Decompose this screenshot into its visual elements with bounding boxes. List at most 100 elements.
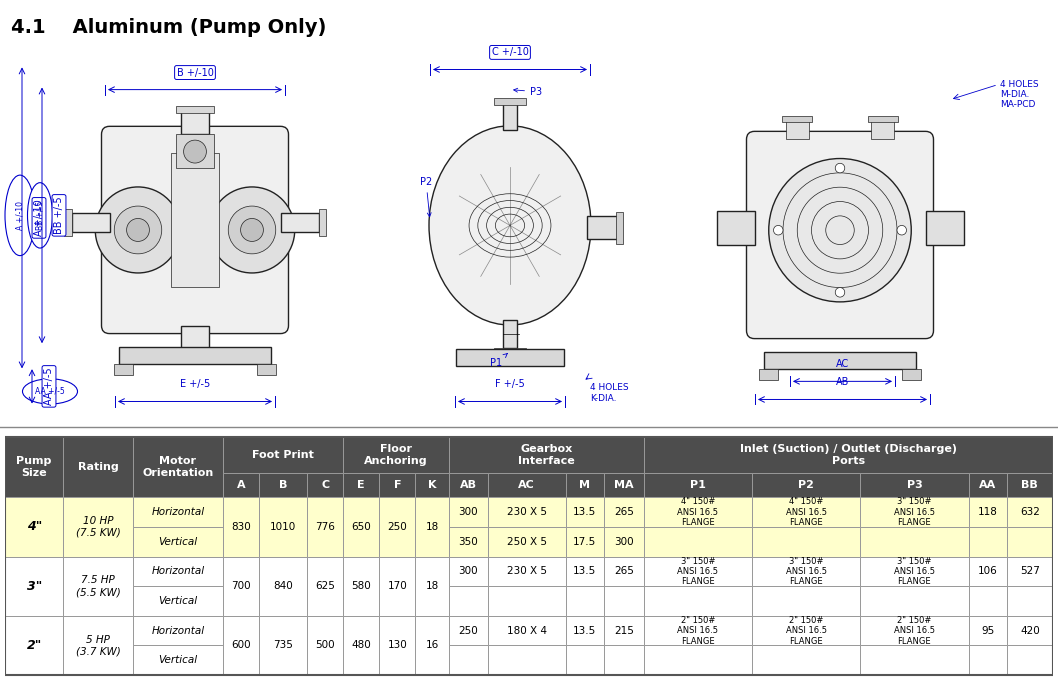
Bar [968,473,1007,497]
Bar [488,497,566,527]
Text: 18: 18 [425,581,439,591]
Text: 180 X 4: 180 X 4 [507,626,547,636]
FancyBboxPatch shape [102,126,289,334]
Text: 735: 735 [273,641,293,651]
Circle shape [184,140,206,163]
Text: 420: 420 [1020,626,1040,636]
Text: K: K [427,480,437,490]
Bar [223,437,343,473]
Bar [318,209,326,236]
Bar [343,616,379,675]
Bar [132,586,223,616]
Text: E +/-5: E +/-5 [180,379,211,390]
Bar [494,98,526,105]
Text: 4 HOLES
K-DIA.: 4 HOLES K-DIA. [590,384,628,403]
Bar [604,586,644,616]
Text: 4" 150#
ANSI 16.5
FLANGE: 4" 150# ANSI 16.5 FLANGE [677,497,718,527]
Text: 13.5: 13.5 [573,626,597,636]
Bar [416,473,449,497]
Text: 170: 170 [387,581,407,591]
Bar [416,497,449,557]
Text: BB: BB [1021,480,1038,490]
Bar [223,557,259,616]
Bar [5,497,63,557]
Text: 106: 106 [978,566,998,577]
Bar [379,616,416,675]
Text: F +/-5: F +/-5 [495,379,525,390]
Bar [566,527,604,557]
Text: 625: 625 [315,581,335,591]
Bar [132,497,223,527]
Circle shape [769,158,911,302]
Text: Vertical: Vertical [159,537,198,547]
Text: Motor
Orientation: Motor Orientation [142,456,214,478]
Text: 215: 215 [614,626,634,636]
Bar [488,473,566,497]
Bar [752,527,860,557]
Bar [449,473,488,497]
Text: 2" 150#
ANSI 16.5
FLANGE: 2" 150# ANSI 16.5 FLANGE [894,615,935,645]
Text: Vertical: Vertical [159,596,198,606]
Bar [752,586,860,616]
Bar [752,497,860,527]
Text: 300: 300 [458,507,478,517]
Text: 265: 265 [614,566,634,577]
Bar [644,527,752,557]
Bar [171,154,219,287]
Text: 17.5: 17.5 [573,537,597,547]
Text: 250: 250 [387,522,407,532]
Text: MA: MA [615,480,634,490]
Bar [132,437,223,497]
Text: 3" 150#
ANSI 16.5
FLANGE: 3" 150# ANSI 16.5 FLANGE [894,497,935,527]
Circle shape [773,226,783,235]
Text: Inlet (Suction) / Outlet (Discharge)
Ports: Inlet (Suction) / Outlet (Discharge) Por… [740,444,956,466]
Bar [259,616,307,675]
Bar [5,437,63,497]
Bar [5,616,63,675]
Text: 1010: 1010 [270,522,296,532]
Bar [752,473,860,497]
Text: 7.5 HP
(5.5 KW): 7.5 HP (5.5 KW) [75,575,121,597]
Bar [1007,645,1053,675]
Text: BB +/-5: BB +/-5 [54,197,63,234]
Bar [72,213,109,232]
Bar [488,557,566,586]
Bar [566,586,604,616]
Bar [63,437,132,497]
Bar [307,473,343,497]
Bar [63,497,132,557]
Bar [449,616,488,645]
Text: AB: AB [836,377,850,388]
Circle shape [229,206,276,254]
Bar [604,557,644,586]
Bar [604,616,644,645]
Bar [1007,527,1053,557]
Text: 18: 18 [425,522,439,532]
Bar [968,586,1007,616]
Circle shape [209,187,295,273]
Bar [449,557,488,586]
Bar [968,557,1007,586]
Bar [488,616,566,645]
Bar [860,527,968,557]
Bar [503,320,517,347]
Text: Pump
Size: Pump Size [17,456,52,478]
Bar [494,347,526,355]
Text: 230 X 5: 230 X 5 [507,566,547,577]
Bar [488,645,566,675]
Text: AA: AA [979,480,997,490]
Text: 5 HP
(3.7 KW): 5 HP (3.7 KW) [75,634,121,656]
Text: 527: 527 [1020,566,1040,577]
Text: C: C [322,480,329,490]
Text: B: B [279,480,288,490]
Bar [343,437,449,473]
Bar [968,527,1007,557]
Circle shape [114,206,162,254]
Bar [259,473,307,497]
Bar [176,105,214,114]
Text: P2: P2 [420,177,433,217]
Text: P2: P2 [798,480,814,490]
Text: E: E [358,480,365,490]
Text: B +/-10: B +/-10 [177,67,214,78]
Text: 776: 776 [315,522,335,532]
